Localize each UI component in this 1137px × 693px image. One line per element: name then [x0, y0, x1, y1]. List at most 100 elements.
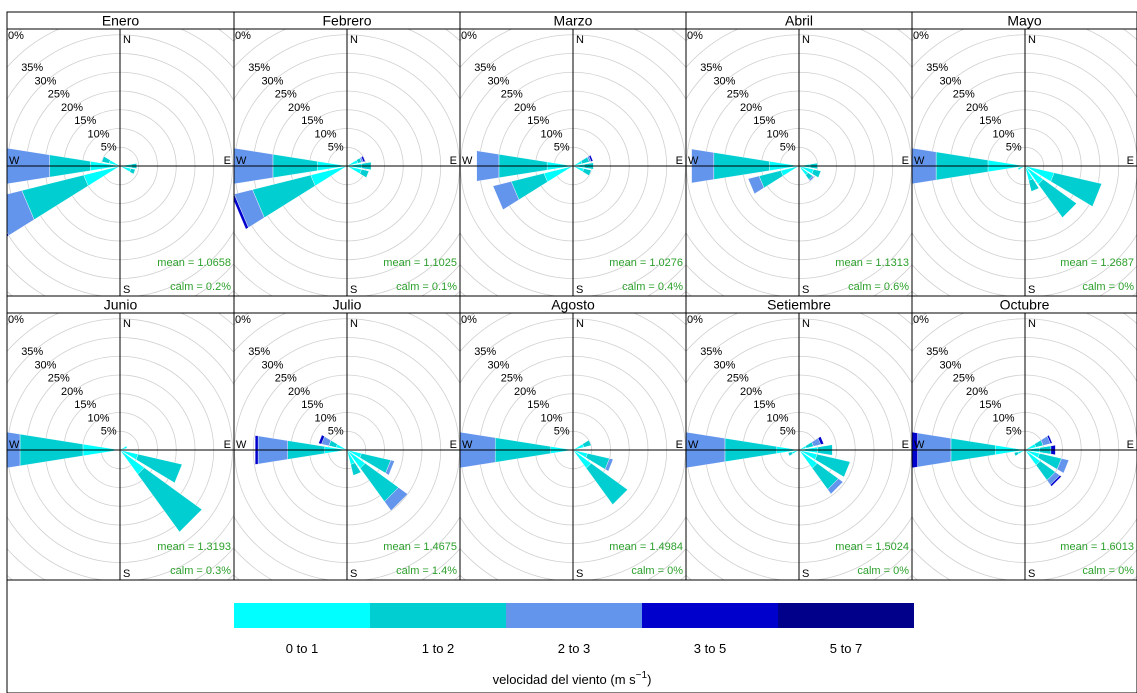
radial-tick-label: 35% [474, 346, 496, 358]
compass-s-label: S [802, 568, 809, 580]
calm-label: calm = 0% [1082, 281, 1134, 293]
mean-label: mean = 1.4984 [609, 541, 683, 553]
radial-tick-label: 0% [913, 30, 929, 42]
radial-tick-label: 30% [261, 359, 283, 371]
compass-s-label: S [1028, 568, 1035, 580]
windrose-panel: Junio N S W E 0% 5% 10%15%20%25% 30%35% mean = 1.… [6, 295, 235, 581]
radial-tick-label: 20% [288, 386, 310, 398]
radial-tick-label: 10% [314, 128, 336, 140]
calm-label: calm = 0.6% [848, 281, 909, 293]
petal-segment [1050, 475, 1062, 487]
radial-tick-label: 10% [540, 128, 562, 140]
compass-n-label: N [350, 318, 358, 330]
radial-tick-label: 0% [8, 30, 24, 42]
windrose-panel: Marzo N S W E 0% 5% 10%15%20%25% 30%35% mean = 1.… [459, 11, 687, 297]
legend-bin-label: 5 to 7 [830, 641, 863, 656]
radial-tick-label: 10% [766, 412, 788, 424]
compass-e-label: E [224, 439, 231, 451]
polar-area [234, 313, 460, 580]
calm-label: calm = 0.3% [170, 565, 231, 577]
petal-segment [1013, 451, 1019, 457]
compass-s-label: S [802, 284, 809, 296]
petal-segment [129, 168, 136, 175]
compass-e-label: E [676, 439, 683, 451]
radial-tick-label: 10% [87, 412, 109, 424]
radial-tick-label: 5% [554, 142, 570, 154]
legend-swatch [370, 603, 506, 628]
radial-tick-label: 25% [48, 89, 70, 101]
polar-area [7, 313, 234, 580]
radial-tick-label: 30% [487, 359, 509, 371]
windrose-panel: Julio N S W E 0% 5% 10%15%20%25% 30%35% mean = 1.… [233, 295, 461, 581]
compass-w-label: W [688, 439, 699, 451]
compass-e-label: E [450, 155, 457, 167]
compass-e-label: E [224, 155, 231, 167]
windrose-panel: Agosto N S W E 0% 5% 10%15%20%25% 30%35% mean = 1… [459, 295, 687, 581]
panel-title: Mayo [1007, 13, 1041, 29]
compass-w-label: W [462, 155, 473, 167]
radial-tick-label: 35% [21, 62, 43, 74]
compass-n-label: N [802, 34, 810, 46]
radial-tick-label: 0% [461, 314, 477, 326]
radial-tick-label: 10% [992, 412, 1014, 424]
petal-segment [827, 478, 844, 495]
compass-s-label: S [576, 568, 583, 580]
windrose-panel: Enero N S W E 0% 5% 10%15%20%25% 30%35% mean = 1.… [6, 11, 235, 297]
petal-segment [135, 453, 183, 484]
mean-label: mean = 1.0658 [157, 257, 231, 269]
legend-bin-label: 3 to 5 [694, 641, 727, 656]
radial-tick-label: 30% [261, 75, 283, 87]
radial-tick-label: 15% [979, 399, 1001, 411]
radial-tick-label: 15% [527, 115, 549, 127]
radial-tick-label: 25% [501, 89, 523, 101]
radial-tick-label: 35% [926, 62, 948, 74]
mean-label: mean = 1.5024 [835, 541, 909, 553]
panel-title: Junio [104, 297, 138, 313]
legend-bin-label: 1 to 2 [422, 641, 455, 656]
petal-segment [817, 436, 825, 445]
petal-segment [361, 155, 366, 163]
radial-tick-label: 15% [753, 399, 775, 411]
radial-tick-label: 5% [328, 142, 344, 154]
petal-segment [1037, 178, 1077, 218]
compass-e-label: E [676, 155, 683, 167]
polar-area [686, 313, 912, 580]
petal-segment [492, 181, 520, 211]
petal-segment [350, 462, 362, 476]
panel-title: Febrero [322, 13, 371, 29]
compass-s-label: S [123, 568, 130, 580]
compass-n-label: N [576, 318, 584, 330]
panel-title: Octubre [1000, 297, 1050, 313]
radial-tick-label: 30% [34, 75, 56, 87]
calm-label: calm = 0.4% [622, 281, 683, 293]
radial-tick-label: 0% [687, 314, 703, 326]
petal-segment [385, 459, 395, 476]
petal-segment [359, 169, 370, 178]
windrose-panel: Octubre N S W E 0% 5% 10%15%20%25% 30%35% mean = … [911, 295, 1137, 581]
petal-segment [137, 467, 203, 533]
petal-segment [119, 445, 128, 451]
radial-tick-label: 0% [687, 30, 703, 42]
compass-n-label: N [123, 34, 131, 46]
compass-w-label: W [688, 155, 699, 167]
radial-tick-label: 10% [87, 128, 109, 140]
mean-label: mean = 1.0276 [609, 257, 683, 269]
radial-tick-label: 0% [461, 30, 477, 42]
petal-segment [582, 439, 592, 448]
radial-tick-label: 25% [953, 373, 975, 385]
radial-tick-label: 35% [700, 62, 722, 74]
windrose-panel: Febrero N S W E 0% 5% 10%15%20%25% 30%35% mean = … [233, 11, 461, 297]
compass-e-label: E [902, 439, 909, 451]
compass-s-label: S [123, 284, 130, 296]
radial-tick-label: 30% [939, 359, 961, 371]
radial-tick-label: 35% [248, 346, 270, 358]
mean-label: mean = 1.4675 [383, 541, 457, 553]
figure-frame [6, 11, 1137, 693]
polar-area [234, 29, 460, 296]
petal-segment [572, 443, 585, 451]
radial-tick-label: 30% [939, 75, 961, 87]
radial-tick-label: 35% [926, 346, 948, 358]
compass-w-label: W [9, 439, 20, 451]
radial-tick-label: 15% [753, 115, 775, 127]
